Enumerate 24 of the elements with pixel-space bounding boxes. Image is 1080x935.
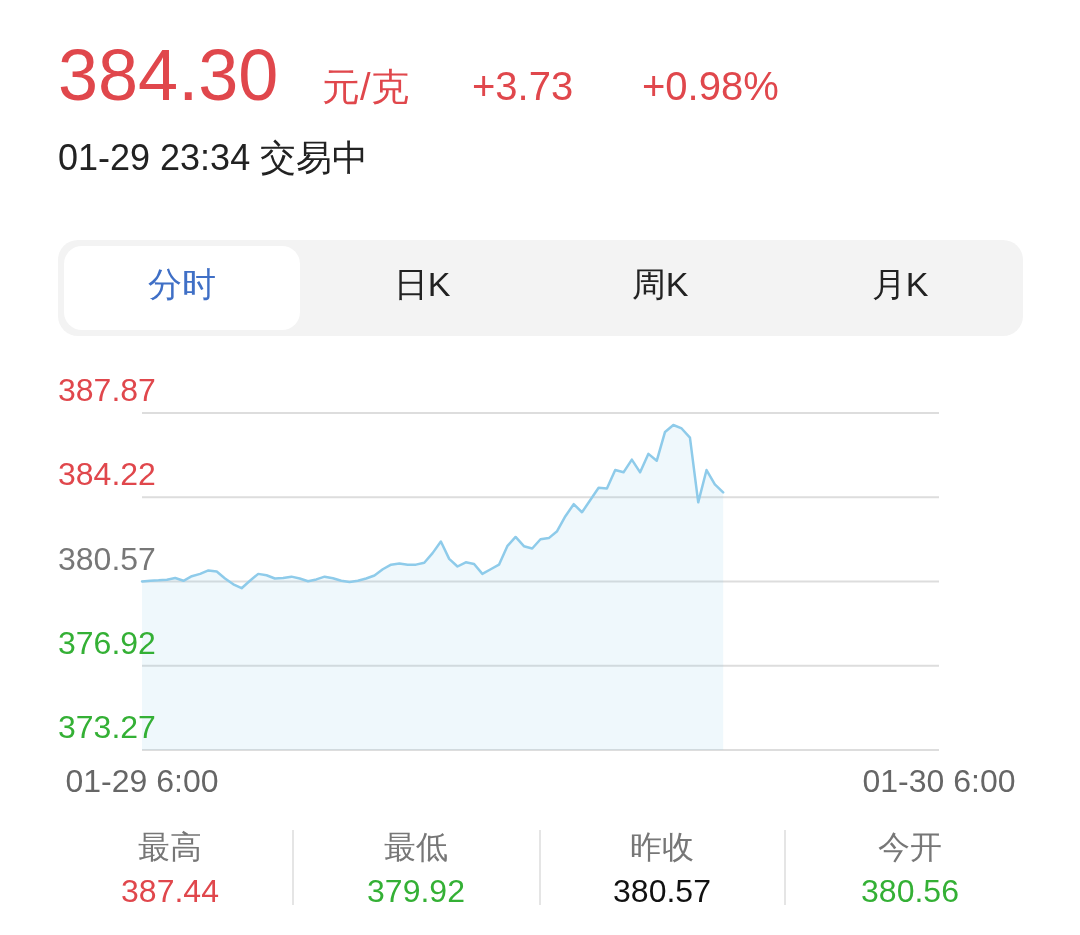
- text: 日K: [393, 265, 451, 303]
- y-tick-label: 373.27: [58, 709, 156, 745]
- text: 分时: [148, 265, 216, 303]
- y-tick-label: 380.57: [58, 540, 156, 577]
- y-tick-label: 387.87: [58, 372, 156, 408]
- x-tick-label: 01-29 6:00: [65, 763, 219, 799]
- text: 元/克: [322, 66, 409, 108]
- text: 月K: [871, 265, 929, 303]
- text: 周K: [631, 265, 689, 303]
- chart-title: 384.30: [58, 35, 279, 115]
- chart-subtitle: 01-29 23:34 交易中: [58, 137, 369, 178]
- text: +3.73: [472, 64, 574, 108]
- y-tick-label: 376.92: [58, 624, 156, 661]
- text: 379.92: [367, 873, 465, 909]
- x-tick-label: 01-30 6:00: [862, 763, 1016, 799]
- y-tick-label: 384.22: [58, 456, 156, 493]
- text: 最高: [138, 829, 202, 865]
- text: 最低: [384, 829, 448, 865]
- text: 昨收: [630, 829, 694, 865]
- text: +0.98%: [642, 64, 779, 108]
- text: 今开: [878, 829, 942, 865]
- text: 380.56: [861, 873, 959, 909]
- text: 380.57: [613, 873, 711, 909]
- text: 387.44: [121, 873, 219, 909]
